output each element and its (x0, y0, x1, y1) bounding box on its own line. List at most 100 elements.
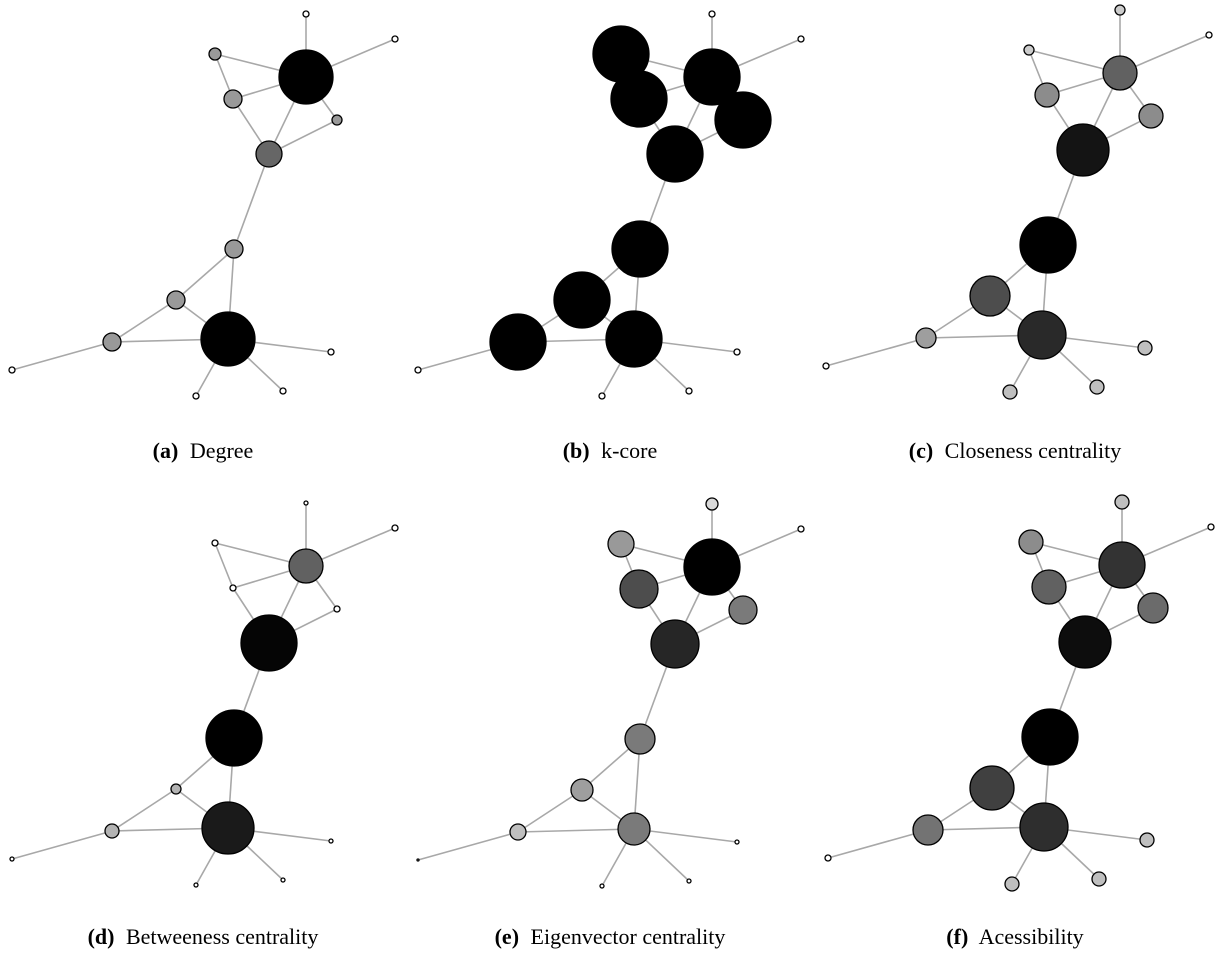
panel-e-node (617, 812, 651, 846)
panel-a-node (302, 10, 310, 18)
panel-e-nodes (416, 497, 805, 889)
panel-d-node (280, 877, 286, 883)
panel-a: (a) Degree (8, 10, 399, 463)
panel-b-node (489, 313, 547, 371)
panel-e-caption: (e) Eigenvector centrality (495, 924, 726, 949)
panel-e-node (650, 619, 700, 669)
panel-d-node (303, 500, 309, 506)
panel-a-caption-label: (a) (153, 438, 179, 463)
panel-d-edge (11, 830, 113, 860)
panel-a-nodes (8, 10, 399, 400)
panel-a-node (102, 332, 122, 352)
panel-a-node (208, 47, 222, 61)
panel-f-node (1091, 871, 1107, 887)
panel-e-node (734, 839, 740, 845)
panel-e-node (416, 858, 420, 862)
panel-d-node (193, 882, 199, 888)
panel-c-node (1138, 103, 1164, 129)
panel-c-node (969, 275, 1011, 317)
panel-b-caption-title: k-core (601, 438, 657, 463)
panel-b-node (598, 392, 606, 400)
panel-a-caption: (a) Degree (153, 438, 254, 463)
panel-c-node (1137, 340, 1153, 356)
panel-a-node (8, 366, 16, 374)
panel-c: (c) Closeness centrality (822, 4, 1213, 463)
panel-b-node (610, 70, 668, 128)
panel-b-node (611, 220, 669, 278)
panel-d-node (288, 548, 324, 584)
panel-e-caption-label: (e) (495, 924, 519, 949)
panel-f-edge (827, 829, 929, 859)
panel-f-caption-title: Acessibility (979, 924, 1084, 949)
panel-e-node (509, 823, 527, 841)
panel-e-node (624, 723, 656, 755)
panel-f-node (1021, 708, 1079, 766)
panel-d-node (391, 524, 399, 532)
panel-b-node (683, 48, 741, 106)
panel-f: (f) Acessibility (824, 494, 1215, 949)
panel-f-node (1114, 494, 1130, 510)
panel-b-node (553, 271, 611, 329)
panel-a-caption-title: Degree (190, 438, 254, 463)
panel-a-node (327, 348, 335, 356)
panel-e-node (797, 525, 805, 533)
panel-e-node (705, 497, 719, 511)
panel-f-node (1031, 569, 1067, 605)
panel-d-caption-label: (d) (88, 924, 115, 949)
panel-f-node (1058, 615, 1112, 669)
panel-a-edge (175, 248, 235, 301)
panel-b-caption: (b) k-core (563, 438, 658, 463)
panel-e-edges (417, 504, 802, 887)
panel-c-nodes (822, 4, 1213, 400)
panel-d-node (104, 823, 120, 839)
panel-a-node (278, 49, 334, 105)
panel-c-node (1089, 379, 1105, 395)
panel-d: (d) Betweeness centrality (9, 500, 399, 949)
panel-a-edge (111, 299, 177, 343)
panel-b: (b) k-core (414, 10, 805, 463)
panel-a-node (279, 387, 287, 395)
panel-b-caption-label: (b) (563, 438, 590, 463)
panel-c-node (1034, 82, 1060, 108)
panel-a-edge (11, 341, 113, 371)
panel-f-node (1018, 529, 1044, 555)
panel-d-edge (214, 542, 234, 589)
panel-e-edge (633, 828, 738, 843)
panel-a-node (391, 35, 399, 43)
panel-b-node (797, 35, 805, 43)
panel-d-node (211, 539, 219, 547)
panel-e-edge (517, 789, 583, 833)
panel-a-edge (233, 153, 270, 250)
panel-e-node (599, 883, 605, 889)
panel-b-node (605, 310, 663, 368)
panel-b-nodes (414, 10, 805, 400)
panel-f-node (1137, 592, 1169, 624)
panel-e-node (607, 530, 635, 558)
panel-c-node (1002, 384, 1018, 400)
panel-a-node (166, 290, 186, 310)
panel-d-node (333, 605, 341, 613)
panel-a-node (255, 140, 283, 168)
panel-c-node (822, 362, 830, 370)
panel-a-node (200, 311, 256, 367)
panel-e-edge (517, 828, 635, 833)
panel-f-node (969, 765, 1015, 811)
panel-c-caption-label: (c) (909, 438, 933, 463)
panel-b-node (733, 348, 741, 356)
panel-c-node (1019, 216, 1077, 274)
panel-d-edge (111, 788, 177, 832)
panel-d-node (205, 709, 263, 767)
panel-d-node (170, 783, 182, 795)
panel-f-nodes (824, 494, 1215, 892)
panel-b-node (708, 10, 716, 18)
panel-e-edge (417, 831, 519, 861)
panel-e: (e) Eigenvector centrality (416, 497, 805, 949)
panel-a-node (331, 114, 343, 126)
panel-c-node (1023, 44, 1035, 56)
panel-f-node (1139, 832, 1155, 848)
panel-d-node (328, 838, 334, 844)
panel-c-edge (825, 337, 927, 367)
panel-b-node (685, 387, 693, 395)
panel-c-caption-title: Closeness centrality (945, 438, 1122, 463)
